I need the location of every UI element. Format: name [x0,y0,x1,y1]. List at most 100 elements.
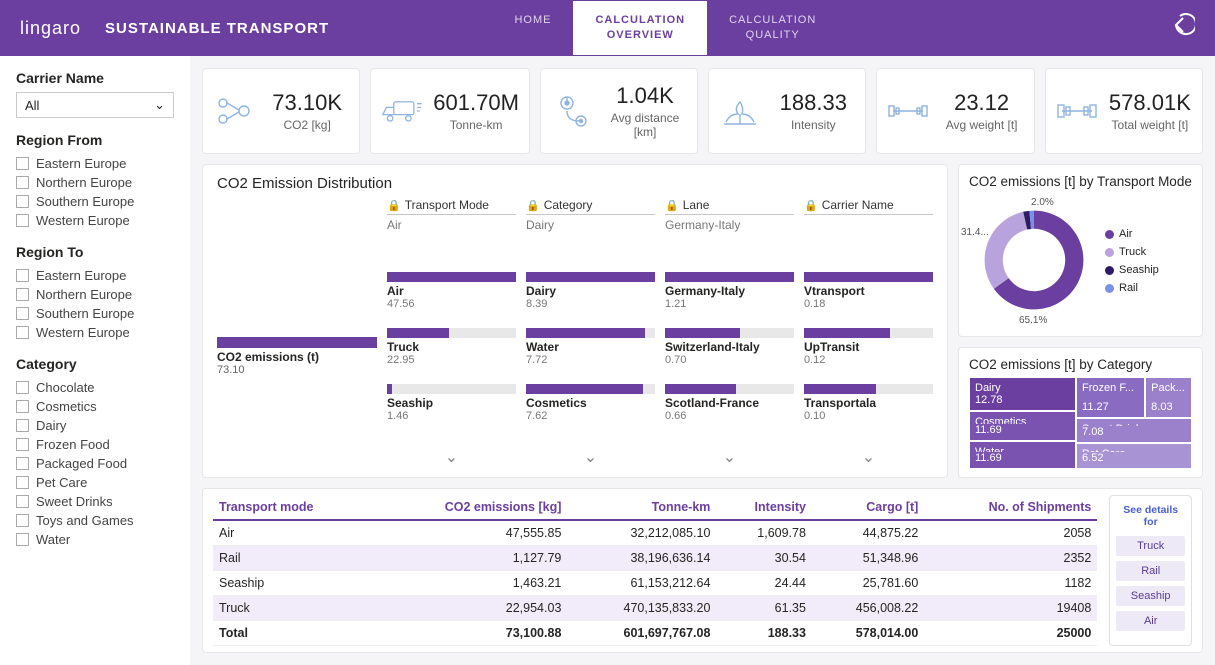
decomp-item-3-1[interactable]: UpTransit0.12 [804,328,933,366]
donut-chart[interactable] [969,195,1099,325]
table-row[interactable]: Rail1,127.7938,196,636.1430.5451,348.962… [213,546,1097,571]
expand-col-3[interactable]: ⌄ [804,447,933,467]
treemap-cell-cosmetics[interactable]: Cosmetics11.69 [969,411,1076,441]
region-to-item-3[interactable]: Western Europe [16,323,174,342]
treemap-cell-water[interactable]: Water11.69 [969,441,1076,469]
nav-tabs: HOME CALCULATION OVERVIEW CALCULATION QU… [492,1,838,56]
decomp-item-1-2[interactable]: Cosmetics7.62 [526,384,655,422]
region-from-item-0[interactable]: Eastern Europe [16,154,174,173]
treemap-title: CO2 emissions [t] by Category [969,356,1192,374]
category-item-2[interactable]: Dairy [16,416,174,435]
checkbox-icon [16,307,29,320]
tab-calc-quality[interactable]: CALCULATION QUALITY [707,1,838,56]
details-btn-air[interactable]: Air [1116,611,1185,631]
checkbox-icon [16,533,29,546]
region-to-item-1[interactable]: Northern Europe [16,285,174,304]
treemap-cell-sweet-drinks[interactable]: Sweet Drinks7.08 [1076,418,1192,444]
decomp-header-3[interactable]: 🔒Carrier Name [804,198,933,215]
expand-col-2[interactable]: ⌄ [665,447,794,467]
intensity-icon [719,90,761,132]
back-icon[interactable] [1165,10,1195,47]
decomp-item-1-1[interactable]: Water7.72 [526,328,655,366]
decomp-item-2-1[interactable]: Switzerland-Italy0.70 [665,328,794,366]
kpi-co2[interactable]: 73.10KCO2 [kg] [202,68,360,154]
tab-calc-overview[interactable]: CALCULATION OVERVIEW [573,1,707,56]
decomp-root[interactable]: CO2 emissions (t) 73.10 [217,337,377,376]
table-row[interactable]: Air47,555.8532,212,085.101,609.7844,875.… [213,520,1097,546]
table-header-0[interactable]: Transport mode [213,495,373,520]
donut-label-seaship: 2.0% [1031,197,1054,208]
table-header-2[interactable]: Tonne-km [567,495,716,520]
decomp-header-1[interactable]: 🔒Category [526,198,655,215]
decomp-item-0-1[interactable]: Truck22.95 [387,328,516,366]
decomp-item-3-2[interactable]: Transportala0.10 [804,384,933,422]
decomp-header-2[interactable]: 🔒Lane [665,198,794,215]
decomposition-card: CO2 Emission Distribution 🔒Transport Mod… [202,164,948,478]
kpi-totweight[interactable]: 578.01KTotal weight [t] [1045,68,1203,154]
legend-swatch-icon [1105,248,1114,257]
details-btn-seaship[interactable]: Seaship [1116,586,1185,606]
carrier-select[interactable]: All ⌄ [16,92,174,118]
table-header-4[interactable]: Cargo [t] [812,495,924,520]
region-from-item-3[interactable]: Western Europe [16,211,174,230]
legend-truck[interactable]: Truck [1105,246,1159,258]
category-item-6[interactable]: Sweet Drinks [16,492,174,511]
decomp-item-2-0[interactable]: Germany-Italy1.21 [665,272,794,310]
treemap-chart[interactable]: Dairy12.78Cosmetics11.69Water11.69Frozen… [969,377,1192,469]
category-item-3[interactable]: Frozen Food [16,435,174,454]
table-row[interactable]: Seaship1,463.2161,153,212.6424.4425,781.… [213,571,1097,596]
decomp-item-0-0[interactable]: Air47.56 [387,272,516,310]
legend-rail[interactable]: Rail [1105,282,1159,294]
decomp-item-3-0[interactable]: Vtransport0.18 [804,272,933,310]
region-to-item-2[interactable]: Southern Europe [16,304,174,323]
region-from-item-1[interactable]: Northern Europe [16,173,174,192]
distance-icon [551,90,593,132]
tab-home[interactable]: HOME [492,1,573,56]
legend-air[interactable]: Air [1105,228,1159,240]
table-header-1[interactable]: CO2 emissions [kg] [373,495,567,520]
checkbox-icon [16,419,29,432]
checkbox-icon [16,457,29,470]
decomp-col-1: Dairy8.39 Water7.72 Cosmetics7.62 [526,272,655,441]
kpi-distance[interactable]: 1.04KAvg distance [km] [540,68,698,154]
treemap-cell-dairy[interactable]: Dairy12.78 [969,377,1076,411]
category-item-0[interactable]: Chocolate [16,378,174,397]
treemap-cell-frozen-f-[interactable]: Frozen F...11.27 [1076,377,1145,417]
region-from-item-2[interactable]: Southern Europe [16,192,174,211]
region-to-item-0[interactable]: Eastern Europe [16,266,174,285]
checkbox-icon [16,476,29,489]
details-btn-rail[interactable]: Rail [1116,561,1185,581]
expand-col-1[interactable]: ⌄ [526,447,655,467]
decomp-item-2-2[interactable]: Scotland-France0.66 [665,384,794,422]
table-header-5[interactable]: No. of Shipments [924,495,1097,520]
app-header: lingaro SUSTAINABLE TRANSPORT HOME CALCU… [0,0,1215,56]
treemap-cell-pack-[interactable]: Pack...8.03 [1145,377,1192,417]
category-item-8[interactable]: Water [16,530,174,549]
filter-category-title: Category [16,356,174,372]
decomp-item-0-2[interactable]: Seaship1.46 [387,384,516,422]
kpi-intensity[interactable]: 188.33Intensity [708,68,866,154]
category-item-5[interactable]: Pet Care [16,473,174,492]
decomp-col-0: Air47.56 Truck22.95 Seaship1.46 [387,272,516,441]
donut-card: CO2 emissions [t] by Transport Mode 65.1… [958,164,1203,337]
filter-region-from-title: Region From [16,132,174,148]
category-item-1[interactable]: Cosmetics [16,397,174,416]
decomp-item-1-0[interactable]: Dairy8.39 [526,272,655,310]
table-header-3[interactable]: Intensity [716,495,812,520]
decomp-header-0[interactable]: 🔒Transport Mode [387,198,516,215]
avgweight-icon [887,90,929,132]
lock-icon: 🔒 [387,199,401,212]
kpi-avgweight[interactable]: 23.12Avg weight [t] [876,68,1034,154]
category-item-4[interactable]: Packaged Food [16,454,174,473]
donut-label-truck: 31.4... [961,227,989,238]
legend-seaship[interactable]: Seaship [1105,264,1159,276]
treemap-cell-pet-care[interactable]: Pet Care6.52 [1076,443,1192,469]
details-btn-truck[interactable]: Truck [1116,536,1185,556]
category-item-7[interactable]: Toys and Games [16,511,174,530]
donut-slice-truck[interactable] [985,211,1028,288]
kpi-truck[interactable]: 601.70MTonne-km [370,68,530,154]
decomp-col-3: Vtransport0.18 UpTransit0.12 Transportala0… [804,272,933,441]
expand-col-0[interactable]: ⌄ [387,447,516,467]
table-row[interactable]: Truck22,954.03470,135,833.2061.35456,008… [213,596,1097,621]
lock-icon: 🔒 [804,199,818,212]
